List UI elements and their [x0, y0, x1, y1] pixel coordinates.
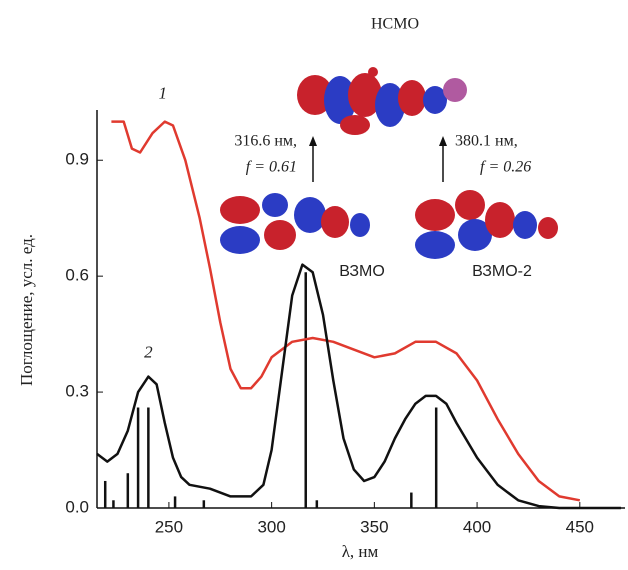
annotation: f = 0.61	[246, 159, 297, 176]
orbital-homo-2	[415, 190, 558, 259]
annotation: НСМО	[371, 16, 419, 33]
annotation: 316.6 нм,	[234, 133, 297, 150]
curve-label: 2	[144, 342, 153, 361]
x-axis-label: λ, нм	[342, 542, 379, 561]
x-tick-label: 450	[566, 517, 594, 536]
y-tick-label: 0.6	[65, 266, 89, 285]
y-tick-label: 0.3	[65, 382, 89, 401]
curve	[96, 263, 621, 510]
y-tick-label: 0.0	[65, 497, 89, 516]
arrowhead	[439, 136, 447, 146]
annotation: ВЗМО	[339, 263, 385, 280]
x-tick-label: 250	[155, 517, 183, 536]
orbital-images	[220, 67, 558, 259]
annotation: ВЗМО-2	[472, 263, 532, 280]
orbital-homo	[220, 193, 370, 254]
curve	[111, 120, 581, 502]
x-tick-label: 300	[257, 517, 285, 536]
annotation: 380.1 нм,	[455, 133, 518, 150]
orbital-lumo	[297, 67, 467, 135]
curve-label: 1	[158, 83, 167, 102]
y-tick-label: 0.9	[65, 150, 89, 169]
x-tick-label: 350	[360, 517, 388, 536]
y-axis-label: Поглощение, усл. ед.	[17, 234, 36, 386]
arrowhead	[309, 136, 317, 146]
x-tick-label: 400	[463, 517, 491, 536]
annotation: f = 0.26	[480, 159, 531, 176]
